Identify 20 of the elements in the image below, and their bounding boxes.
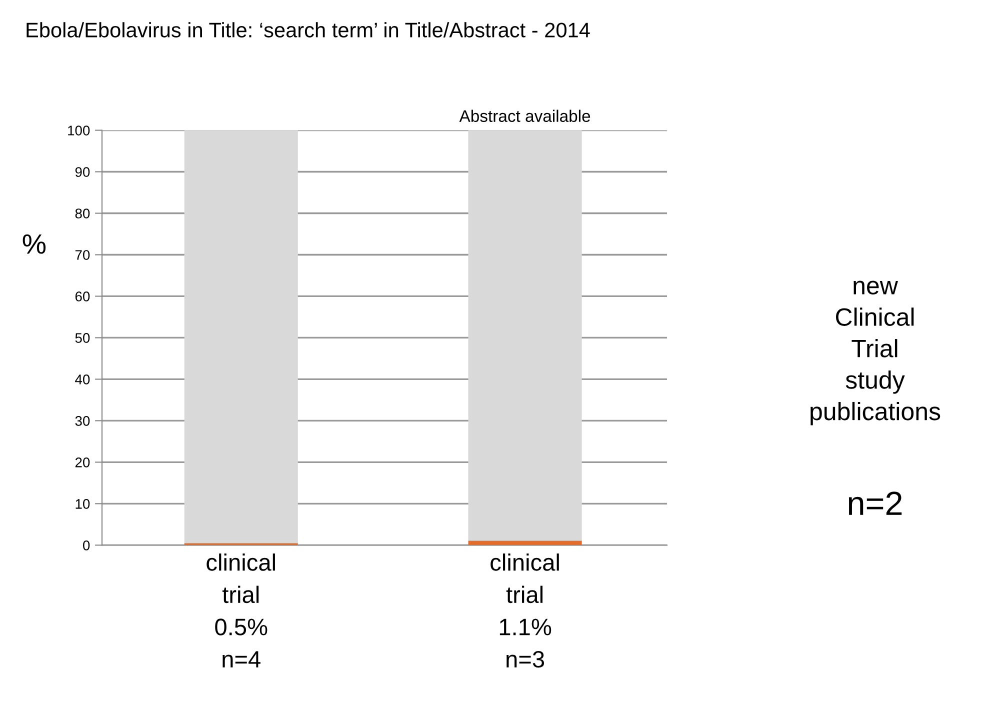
y-axis-title: % [22,234,46,254]
y-tick-label: 10 [76,499,90,509]
y-tick-label: 20 [75,458,90,468]
x-tick-label: clinical trial 1.1% n=3 [490,553,559,668]
x-tick-label: clinical trial 0.5% n=4 [206,553,275,668]
bar [468,130,582,541]
text: new Clinical Trial study publications [810,280,940,426]
y-tick-label: 80 [75,208,90,218]
y-tick-label: 0 [83,540,90,550]
text: n=2 [848,492,902,515]
chart-title: Ebola/Ebolavirus in Title: ‘search term’ in Title/Abstract - 2014 [26,22,590,38]
y-tick-label: 60 [75,292,90,302]
y-tick-label: 30 [75,416,90,426]
y-tick-label: 90 [75,167,90,177]
text: Abstract available [459,110,590,122]
y-tick-label: 70 [75,250,90,260]
bar [184,130,298,544]
y-tick-label: 50 [75,333,90,343]
y-tick-label: 100 [68,126,90,136]
y-tick-label: 40 [75,374,90,384]
